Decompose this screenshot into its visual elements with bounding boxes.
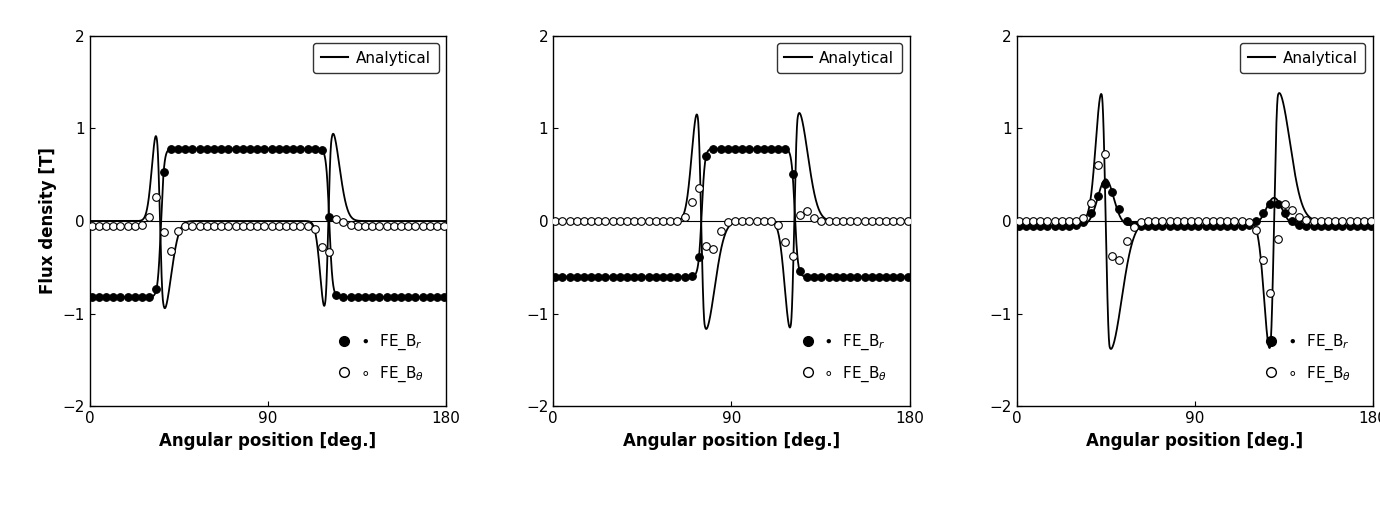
Legend: $\bullet$  FE_B$_r$, $\circ$  FE_B$_\theta$: $\bullet$ FE_B$_r$, $\circ$ FE_B$_\theta… <box>328 325 432 391</box>
Legend: $\bullet$  FE_B$_r$, $\circ$  FE_B$_\theta$: $\bullet$ FE_B$_r$, $\circ$ FE_B$_\theta… <box>792 325 894 391</box>
X-axis label: Angular position [deg.]: Angular position [deg.] <box>1086 432 1304 450</box>
X-axis label: Angular position [deg.]: Angular position [deg.] <box>159 432 377 450</box>
Y-axis label: Flux density [T]: Flux density [T] <box>39 147 57 295</box>
Legend: $\bullet$  FE_B$_r$, $\circ$  FE_B$_\theta$: $\bullet$ FE_B$_r$, $\circ$ FE_B$_\theta… <box>1256 325 1358 391</box>
X-axis label: Angular position [deg.]: Angular position [deg.] <box>622 432 840 450</box>
